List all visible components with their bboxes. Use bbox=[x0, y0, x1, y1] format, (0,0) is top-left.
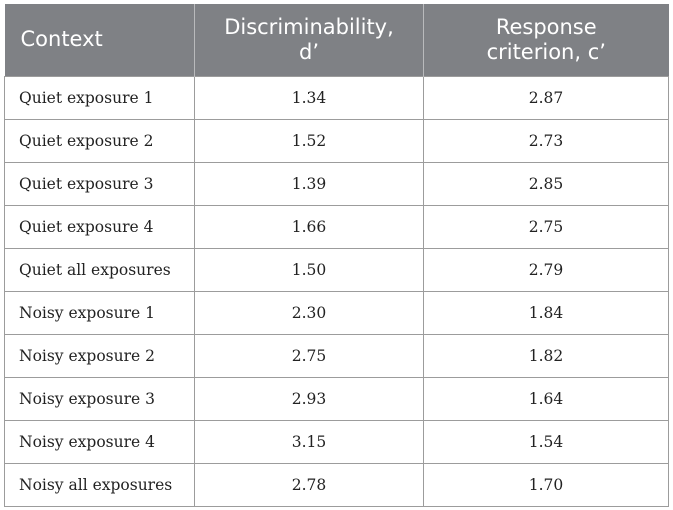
cell-discriminability: 1.52 bbox=[194, 118, 424, 163]
cell-context: Quiet exposure 4 bbox=[4, 204, 195, 249]
cell-response-criterion: 1.54 bbox=[423, 419, 669, 464]
cell-context: Quiet all exposures bbox=[4, 247, 195, 292]
cell-context: Noisy exposure 1 bbox=[4, 290, 195, 335]
cell-discriminability: 2.78 bbox=[194, 462, 424, 507]
header-discriminability: Discriminability, d’ bbox=[194, 4, 424, 76]
cell-context: Noisy exposure 3 bbox=[4, 376, 195, 421]
cell-context: Quiet exposure 1 bbox=[4, 75, 195, 120]
cell-context: Quiet exposure 2 bbox=[4, 118, 195, 163]
header-response-criterion: Response criterion, c’ bbox=[423, 4, 669, 76]
table-row: Noisy exposure 1 2.30 1.84 bbox=[4, 290, 669, 335]
table-row: Quiet exposure 4 1.66 2.75 bbox=[4, 204, 669, 249]
cell-discriminability: 2.75 bbox=[194, 333, 424, 378]
header-discriminability-line2: d’ bbox=[298, 39, 319, 64]
cell-discriminability: 3.15 bbox=[194, 419, 424, 464]
cell-response-criterion: 2.87 bbox=[423, 75, 669, 120]
cell-response-criterion: 2.75 bbox=[423, 204, 669, 249]
table-row: Noisy exposure 3 2.93 1.64 bbox=[4, 376, 669, 421]
table-body: Quiet exposure 1 1.34 2.87 Quiet exposure 2… bbox=[4, 75, 669, 507]
table-row: Noisy exposure 4 3.15 1.54 bbox=[4, 419, 669, 464]
cell-context: Quiet exposure 3 bbox=[4, 161, 195, 206]
cell-discriminability: 2.93 bbox=[194, 376, 424, 421]
header-row: Context Discriminability, d’ Response cr… bbox=[4, 4, 669, 76]
table-row: Quiet exposure 3 1.39 2.85 bbox=[4, 161, 669, 206]
cell-discriminability: 1.66 bbox=[194, 204, 424, 249]
table-row: Noisy all exposures 2.78 1.70 bbox=[4, 462, 669, 507]
cell-response-criterion: 1.84 bbox=[423, 290, 669, 335]
table-row: Noisy exposure 2 2.75 1.82 bbox=[4, 333, 669, 378]
header-context-label: Context bbox=[20, 27, 103, 52]
table-row: Quiet exposure 2 1.52 2.73 bbox=[4, 118, 669, 163]
cell-response-criterion: 1.70 bbox=[423, 462, 669, 507]
header-criterion-line1: Response bbox=[495, 14, 597, 39]
cell-discriminability: 1.39 bbox=[194, 161, 424, 206]
cell-context: Noisy all exposures bbox=[4, 462, 195, 507]
table-row: Quiet exposure 1 1.34 2.87 bbox=[4, 75, 669, 120]
cell-response-criterion: 2.85 bbox=[423, 161, 669, 206]
header-discriminability-line1: Discriminability, bbox=[224, 14, 394, 39]
cell-response-criterion: 2.73 bbox=[423, 118, 669, 163]
cell-discriminability: 1.50 bbox=[194, 247, 424, 292]
cell-discriminability: 1.34 bbox=[194, 75, 424, 120]
table-header: Context Discriminability, d’ Response cr… bbox=[4, 4, 669, 76]
header-criterion-line2: criterion, c’ bbox=[486, 39, 606, 64]
cell-response-criterion: 2.79 bbox=[423, 247, 669, 292]
signal-detection-table: Context Discriminability, d’ Response cr… bbox=[4, 4, 669, 507]
data-table-container: Context Discriminability, d’ Response cr… bbox=[4, 4, 669, 507]
cell-context: Noisy exposure 2 bbox=[4, 333, 195, 378]
header-context: Context bbox=[4, 4, 195, 76]
cell-response-criterion: 1.82 bbox=[423, 333, 669, 378]
cell-discriminability: 2.30 bbox=[194, 290, 424, 335]
table-row: Quiet all exposures 1.50 2.79 bbox=[4, 247, 669, 292]
cell-response-criterion: 1.64 bbox=[423, 376, 669, 421]
cell-context: Noisy exposure 4 bbox=[4, 419, 195, 464]
